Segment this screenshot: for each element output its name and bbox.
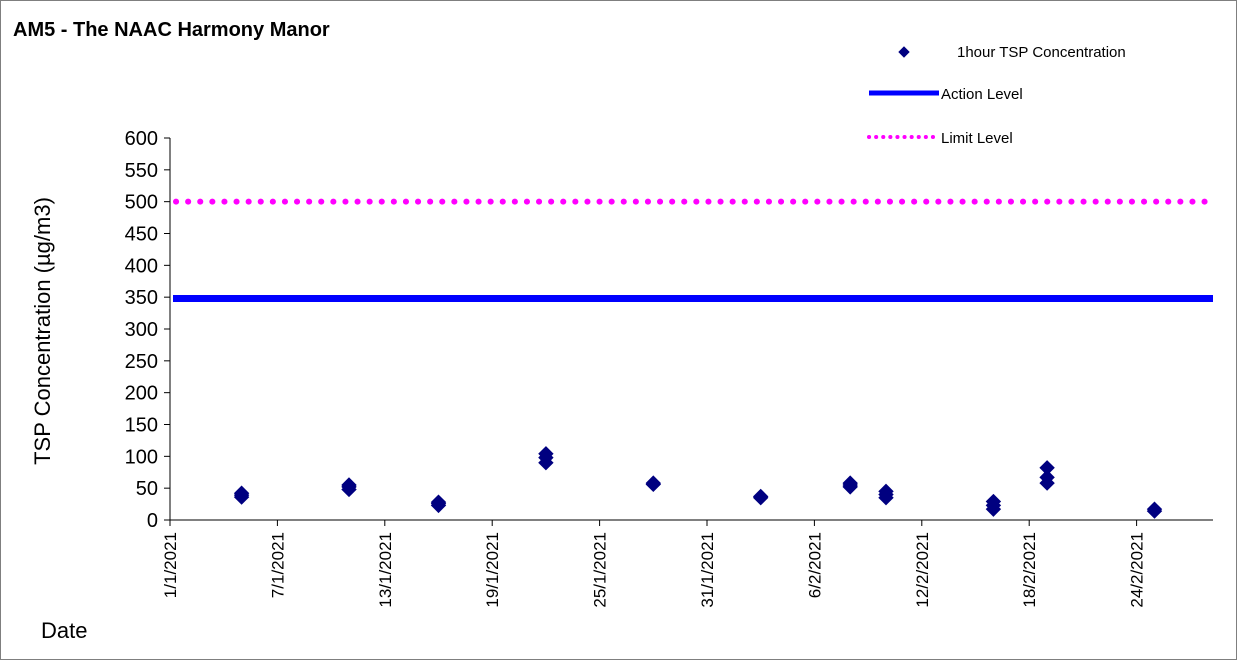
x-tick-label: 12/2/2021 [913,532,932,608]
chart-title: AM5 - The NAAC Harmony Manor [13,19,330,41]
x-tick-label: 13/1/2021 [376,532,395,608]
data-point [1040,461,1054,475]
x-axis: 1/1/2021 7/1/2021 13/1/2021 19/1/2021 25/1/2… [161,520,1213,608]
x-tick-label: 18/2/2021 [1020,532,1039,608]
data-point [646,476,660,490]
legend-label: Action Level [941,86,1023,103]
x-tick-label: 7/1/2021 [268,532,287,598]
y-tick-label: 600 [125,128,158,150]
legend-marker-scatter [899,47,909,57]
data-point [1148,502,1162,516]
y-tick-label: 50 [136,478,158,500]
y-axis: 0 50 100 150 200 250 300 350 400 450 500 550 600 [125,128,170,532]
y-tick-label: 400 [125,255,158,277]
data-point [754,489,768,503]
y-tick-label: 550 [125,160,158,182]
x-tick-label: 24/2/2021 [1128,532,1147,608]
x-tick-label: 1/1/2021 [161,532,180,598]
y-tick-label: 200 [125,383,158,405]
legend-label: 1hour TSP Concentration [957,44,1126,61]
x-tick-label: 25/1/2021 [591,532,610,608]
x-tick-label: 31/1/2021 [698,532,717,608]
y-tick-label: 150 [125,415,158,437]
data-points [235,447,1162,518]
legend: 1hour TSP Concentration Action Level Limit… [869,44,1126,147]
y-tick-label: 250 [125,351,158,373]
y-tick-label: 350 [125,287,158,309]
y-tick-label: 450 [125,224,158,246]
legend-label: Limit Level [941,130,1013,147]
x-tick-label: 19/1/2021 [483,532,502,608]
y-tick-label: 0 [147,510,158,532]
y-tick-label: 500 [125,192,158,214]
y-axis-label: TSP Concentration (µg/m3) [30,197,55,465]
x-axis-label: Date [41,618,87,643]
x-tick-label: 6/2/2021 [805,532,824,598]
y-tick-label: 300 [125,319,158,341]
plot-area: 0 50 100 150 200 250 300 350 400 450 500 550 600 1/1… [125,128,1213,608]
y-tick-label: 100 [125,446,158,468]
reference-lines [173,202,1213,299]
